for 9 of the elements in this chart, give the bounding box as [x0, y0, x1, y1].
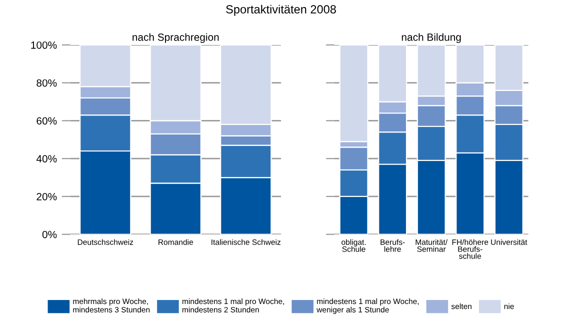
- chart-subtitle: nach Bildung: [402, 33, 461, 43]
- chart-title: Sportaktivitäten 2008: [226, 4, 336, 16]
- y-tick-label: 100%: [31, 41, 57, 49]
- y-tick-label: 40%: [36, 155, 57, 162]
- y-tick-label: 0%: [42, 230, 57, 238]
- y-tick-label: 60%: [36, 117, 57, 125]
- chart-subtitle: nach Sprachregion: [132, 33, 219, 43]
- y-tick-label: 20%: [36, 192, 57, 200]
- y-tick-label: 80%: [36, 79, 57, 87]
